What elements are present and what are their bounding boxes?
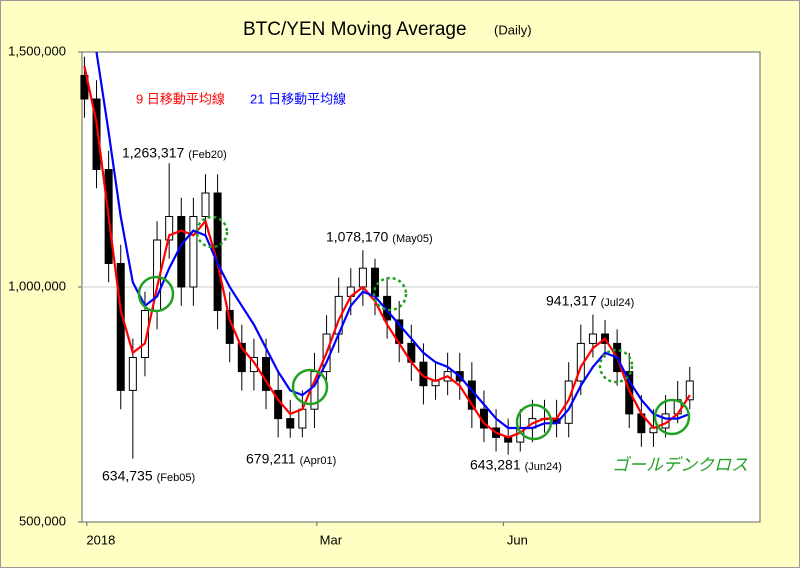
golden-cross-circle	[653, 398, 691, 436]
x-tick-label: Jun	[507, 532, 528, 547]
golden-cross-circle	[137, 275, 175, 313]
cross-markers	[137, 215, 691, 441]
golden-cross-circle	[291, 368, 329, 406]
y-tick-label: 1,000,000	[8, 278, 66, 293]
candle-body	[128, 357, 137, 391]
dead-cross-circle	[372, 276, 408, 312]
candle-body	[286, 418, 295, 429]
annotation-value: 1,263,317	[122, 145, 184, 161]
candle-body	[298, 408, 307, 429]
dead-cross-circle	[195, 215, 229, 249]
candle-body	[685, 380, 694, 401]
candle-body	[249, 357, 258, 373]
candle-body	[419, 361, 428, 387]
golden-cross-circle	[515, 403, 553, 441]
candle-body	[92, 98, 101, 170]
y-tick-label: 1,500,000	[8, 43, 66, 58]
candle-body	[237, 342, 246, 373]
candle-body	[140, 310, 149, 358]
annotation-value: 634,735	[102, 468, 153, 484]
ma-line	[95, 51, 691, 430]
candle-body	[189, 216, 198, 288]
x-tick-label: Mar	[320, 532, 343, 547]
annotation-value: 643,281	[470, 457, 521, 473]
annotation-value: 1,078,170	[326, 229, 388, 245]
annotation-date: (May05)	[392, 233, 432, 245]
annotation-value: 941,317	[546, 293, 597, 309]
annotation-date: (Feb05)	[157, 472, 196, 484]
candle-body	[588, 333, 597, 344]
dead-cross-circle	[598, 348, 634, 384]
candle-body	[201, 192, 210, 217]
annotation-date: (Feb20)	[188, 149, 227, 161]
ma-line	[83, 65, 691, 439]
chart-subtitle: (Daily)	[494, 22, 532, 37]
golden-cross-label: ゴールデンクロス	[612, 455, 748, 474]
chart-title: BTC/YEN Moving Average	[243, 19, 467, 40]
y-tick-label: 500,000	[19, 513, 66, 528]
annotation-date: (Jul24)	[601, 297, 635, 309]
candle-body	[116, 263, 125, 391]
candle-body	[358, 267, 367, 288]
legend-entry: 9 日移動平均線	[136, 91, 225, 106]
legend-entry: 21 日移動平均線	[250, 91, 346, 106]
annotation-date: (Jun24)	[525, 461, 562, 473]
annotation-date: (Apr01)	[300, 455, 337, 467]
x-tick-label: 2018	[86, 532, 115, 547]
annotation-value: 679,211	[246, 451, 296, 467]
